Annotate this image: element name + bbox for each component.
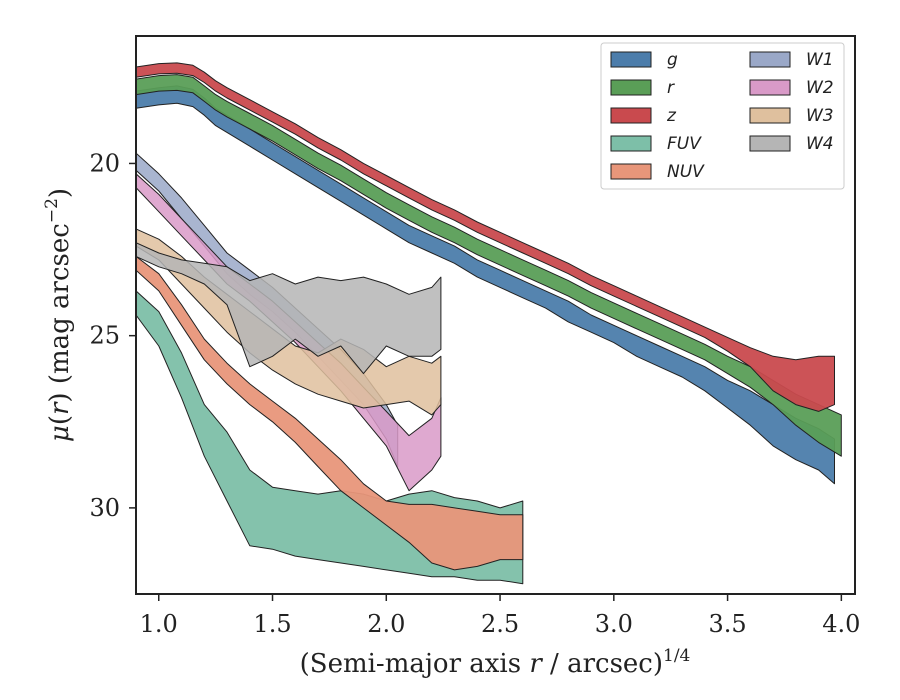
y-tick-label: 20 bbox=[89, 149, 120, 177]
y-tick-label: 25 bbox=[89, 322, 120, 350]
x-tick-label: 2.0 bbox=[367, 610, 405, 638]
legend-swatch-w2 bbox=[749, 79, 791, 96]
plot-frame bbox=[135, 35, 856, 595]
y-tick-label: 30 bbox=[89, 494, 120, 522]
x-tick-label: 4.0 bbox=[822, 610, 860, 638]
band-z bbox=[136, 62, 835, 412]
legend-swatch-nuv bbox=[610, 163, 652, 180]
legend-label-w1: W1 bbox=[806, 50, 834, 70]
band-w4 bbox=[136, 242, 442, 375]
x-tick-label: 3.5 bbox=[708, 610, 746, 638]
x-axis-label: (Semi-major axis r / arcsec)1/4 bbox=[300, 646, 691, 679]
band-nuv bbox=[136, 255, 524, 571]
y-axis-label: μ(r) (mag arcsec−2) bbox=[42, 188, 75, 442]
x-tick-label: 3.0 bbox=[595, 610, 633, 638]
legend-swatch-r bbox=[610, 79, 652, 96]
legend-label-nuv: NUV bbox=[667, 162, 705, 182]
x-tick-label: 2.5 bbox=[481, 610, 519, 638]
x-tick-label: 1.0 bbox=[140, 610, 178, 638]
legend-swatch-g bbox=[610, 51, 652, 68]
legend-swatch-z bbox=[610, 107, 652, 124]
legend: grz FUV NUV W1 W2 W3 W4 bbox=[600, 42, 845, 190]
band-g bbox=[136, 85, 835, 485]
legend-label-fuv: FUV bbox=[667, 134, 702, 154]
legend-label-w3: W3 bbox=[806, 106, 834, 126]
legend-label-w2: W2 bbox=[806, 78, 834, 98]
legend-swatch-fuv bbox=[610, 135, 652, 152]
x-axis-ticks: 1.0 1.5 2.0 2.5 3.0 3.5 4.0 bbox=[140, 594, 860, 638]
legend-label-z: z bbox=[666, 106, 677, 126]
legend-swatch-w1 bbox=[749, 51, 791, 68]
legend-swatch-w4 bbox=[749, 135, 791, 152]
legend-label-r: r bbox=[667, 78, 675, 98]
y-axis-ticks: 20 25 30 bbox=[89, 149, 136, 522]
legend-swatch-w3 bbox=[749, 107, 791, 124]
x-tick-label: 1.5 bbox=[253, 610, 291, 638]
series-layer bbox=[136, 62, 842, 585]
band-r bbox=[136, 74, 842, 457]
legend-label-w4: W4 bbox=[806, 134, 834, 154]
legend-label-g: g bbox=[667, 50, 678, 70]
